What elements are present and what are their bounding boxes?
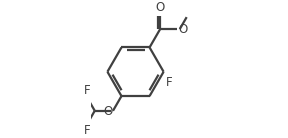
Text: F: F [84,84,91,97]
Text: F: F [84,124,91,137]
Text: F: F [166,76,172,89]
Text: O: O [103,105,112,118]
Text: O: O [178,23,187,36]
Text: O: O [156,1,165,14]
